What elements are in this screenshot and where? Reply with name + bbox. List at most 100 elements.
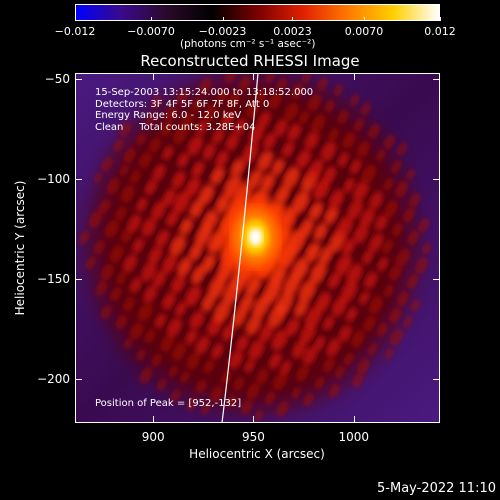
stripe-blob bbox=[282, 166, 300, 189]
stripe-blob bbox=[351, 329, 365, 348]
stripe-blob bbox=[275, 184, 291, 205]
source-core bbox=[248, 228, 263, 246]
stripe-blob bbox=[343, 177, 355, 193]
stripe-blob bbox=[353, 117, 365, 132]
energy-range-label: Energy Range: 6.0 - 12.0 keV bbox=[95, 110, 242, 121]
stripe-blob bbox=[162, 253, 178, 274]
stripe-blob bbox=[274, 118, 288, 137]
x-tick-mark bbox=[253, 73, 255, 80]
y-tick-label: −100 bbox=[37, 172, 70, 186]
stripe-blob bbox=[396, 141, 408, 157]
colorbar-tick-label: −0.0070 bbox=[127, 25, 175, 38]
stripe-blob bbox=[185, 285, 201, 307]
stripe-blob bbox=[201, 253, 216, 273]
stripe-blob bbox=[176, 256, 193, 277]
stripe-blob bbox=[347, 199, 363, 220]
stripe-blob bbox=[236, 334, 249, 352]
stripe-blob bbox=[228, 349, 244, 370]
x-tick-mark bbox=[353, 73, 355, 80]
stripe-blob bbox=[417, 217, 430, 233]
stripe-blob bbox=[217, 88, 228, 103]
stripe-blob bbox=[238, 75, 251, 91]
stripe-blob bbox=[212, 128, 225, 145]
stripe-blob bbox=[328, 383, 340, 398]
colorbar-units-label: (photons cm⁻² s⁻¹ asec⁻²) bbox=[180, 38, 316, 50]
stripe-blob bbox=[279, 360, 292, 376]
stripe-blob bbox=[408, 192, 421, 208]
stripe-blob bbox=[313, 335, 326, 352]
stripe-blob bbox=[174, 301, 187, 317]
stripe-blob bbox=[259, 322, 274, 343]
stripe-blob bbox=[322, 356, 335, 373]
stripe-blob bbox=[165, 210, 179, 228]
stripe-blob bbox=[341, 238, 356, 256]
stripe-blob bbox=[383, 284, 394, 298]
stripe-blob bbox=[137, 302, 153, 322]
stripe-blob bbox=[177, 152, 190, 168]
stripe-blob bbox=[213, 299, 231, 323]
stripe-blob bbox=[296, 364, 310, 382]
stripe-blob bbox=[293, 298, 309, 318]
stripe-blob bbox=[414, 256, 429, 275]
stripe-blob bbox=[403, 315, 413, 329]
stripe-blob bbox=[113, 138, 124, 153]
stripe-blob bbox=[101, 156, 113, 172]
solar-limb-line bbox=[221, 73, 259, 423]
reconstructed-image: 15-Sep-2003 13:15:24.000 to 13:18:52.000… bbox=[75, 73, 440, 423]
stripe-blob bbox=[298, 279, 317, 303]
stripe-blob bbox=[311, 114, 326, 133]
stripe-blob bbox=[169, 234, 186, 257]
stripe-blob bbox=[304, 305, 323, 329]
stripe-blob bbox=[391, 222, 403, 237]
stripe-blob bbox=[313, 222, 328, 242]
stripe-blob bbox=[119, 121, 132, 138]
stripe-blob bbox=[115, 206, 127, 221]
stripe-blob bbox=[323, 166, 337, 184]
stripe-blob bbox=[122, 253, 138, 273]
stripe-blob bbox=[176, 89, 188, 106]
colorbar-tick-label: 0.0023 bbox=[273, 25, 312, 38]
stripe-blob bbox=[247, 169, 263, 189]
y-tick-mark bbox=[75, 379, 82, 380]
stripe-blob bbox=[136, 348, 146, 362]
stripe-blob bbox=[255, 368, 269, 386]
stripe-blob bbox=[315, 291, 331, 312]
stripe-blob bbox=[180, 370, 190, 384]
stripe-blob bbox=[368, 232, 384, 253]
stripe-blob bbox=[328, 127, 339, 142]
stripe-blob bbox=[116, 271, 127, 285]
stripe-blob bbox=[291, 386, 301, 400]
stripe-blob bbox=[337, 152, 349, 168]
stripe-blob bbox=[291, 190, 310, 214]
stripe-blob bbox=[123, 296, 135, 312]
stripe-blob bbox=[291, 83, 304, 100]
stripe-blob bbox=[144, 179, 158, 196]
stripe-blob bbox=[138, 151, 152, 169]
stripe-blob bbox=[210, 165, 225, 186]
stripe-blob bbox=[388, 264, 402, 281]
stripe-blob bbox=[275, 291, 294, 315]
stripe-blob bbox=[115, 314, 128, 330]
stripe-blob bbox=[360, 102, 371, 117]
stripe-blob bbox=[162, 188, 177, 207]
y-axis-label: Heliocentric Y (arcsec) bbox=[13, 180, 27, 316]
stripe-blob bbox=[139, 367, 153, 384]
stripe-blob bbox=[403, 207, 415, 223]
stripe-blob bbox=[257, 150, 274, 172]
stripe-blob bbox=[357, 358, 370, 375]
stripe-blob bbox=[395, 180, 409, 198]
stripe-blob bbox=[188, 242, 203, 261]
stripe-blob bbox=[150, 94, 162, 109]
stripe-blob bbox=[340, 280, 358, 302]
stripe-blob bbox=[148, 136, 162, 154]
stripe-blob bbox=[170, 274, 186, 294]
stripe-blob bbox=[298, 110, 310, 125]
stripe-blob bbox=[240, 399, 253, 415]
stripe-blob bbox=[220, 370, 232, 385]
stripe-blob bbox=[304, 130, 320, 150]
stripe-blob bbox=[230, 157, 246, 178]
stripe-blob bbox=[185, 328, 198, 346]
stripe-blob bbox=[316, 76, 328, 92]
stripe-blob bbox=[338, 324, 352, 343]
stripe-blob bbox=[123, 147, 136, 164]
